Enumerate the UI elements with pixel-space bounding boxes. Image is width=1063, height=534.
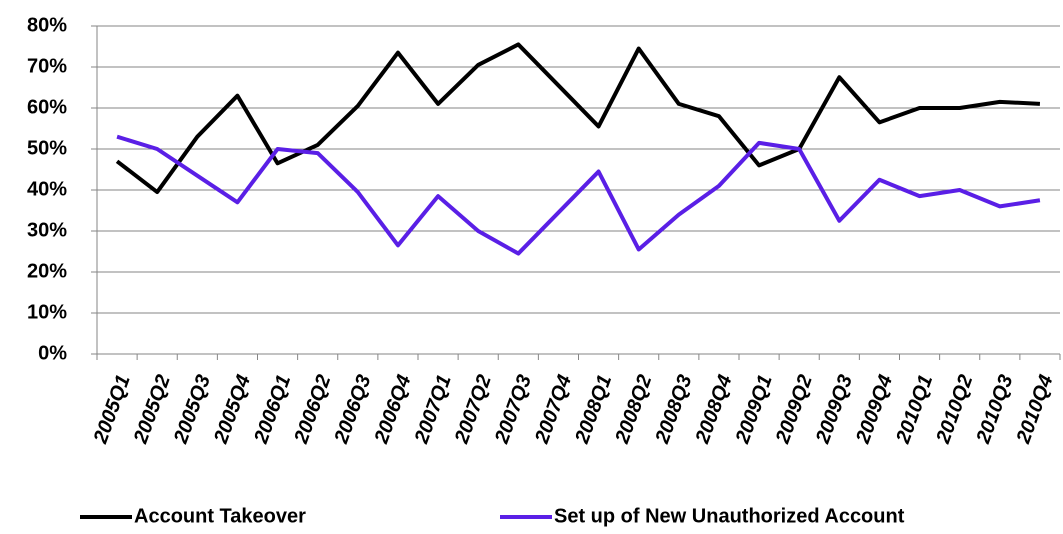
x-tick-label: 2010Q4 bbox=[1012, 372, 1057, 447]
x-tick-label: 2006Q2 bbox=[290, 372, 335, 447]
x-tick-label: 2009Q2 bbox=[771, 372, 816, 447]
x-tick-label: 2008Q4 bbox=[691, 372, 736, 447]
y-tick-label: 30% bbox=[27, 219, 67, 241]
y-tick-label: 50% bbox=[27, 137, 67, 159]
y-tick-label: 20% bbox=[27, 260, 67, 282]
x-tick-label: 2009Q4 bbox=[852, 372, 897, 447]
x-tick-label: 2007Q4 bbox=[531, 372, 576, 447]
x-tick-label: 2008Q3 bbox=[651, 372, 696, 447]
legend-label: Set up of New Unauthorized Account bbox=[554, 505, 905, 527]
series-line bbox=[116, 134, 1041, 256]
x-tick-label: 2006Q1 bbox=[250, 372, 295, 447]
y-tick-label: 10% bbox=[27, 301, 67, 323]
y-tick-label: 60% bbox=[27, 96, 67, 118]
x-tick-label: 2006Q3 bbox=[330, 372, 375, 447]
x-tick-label: 2010Q1 bbox=[892, 372, 937, 447]
y-tick-label: 40% bbox=[27, 178, 67, 200]
x-tick-label: 2010Q3 bbox=[972, 372, 1017, 447]
legend-label: Account Takeover bbox=[134, 505, 306, 527]
y-tick-label: 0% bbox=[38, 342, 67, 364]
x-tick-label: 2008Q2 bbox=[611, 372, 656, 447]
x-tick-label: 2010Q2 bbox=[932, 372, 977, 447]
series-line bbox=[115, 42, 1041, 195]
x-tick-label: 2007Q2 bbox=[450, 372, 495, 447]
x-tick-label: 2009Q3 bbox=[812, 372, 857, 447]
y-tick-label: 80% bbox=[27, 14, 67, 36]
x-tick-label: 2007Q3 bbox=[491, 372, 536, 447]
y-tick-label: 70% bbox=[27, 55, 67, 77]
x-tick-label: 2005Q2 bbox=[129, 372, 174, 447]
x-tick-label: 2005Q3 bbox=[170, 372, 215, 447]
x-tick-label: 2007Q1 bbox=[410, 372, 455, 447]
x-tick-label: 2009Q1 bbox=[731, 372, 776, 447]
x-tick-label: 2005Q1 bbox=[89, 372, 134, 447]
x-tick-label: 2006Q4 bbox=[370, 372, 415, 447]
x-tick-label: 2008Q1 bbox=[571, 372, 616, 447]
x-tick-label: 2005Q4 bbox=[210, 372, 255, 447]
